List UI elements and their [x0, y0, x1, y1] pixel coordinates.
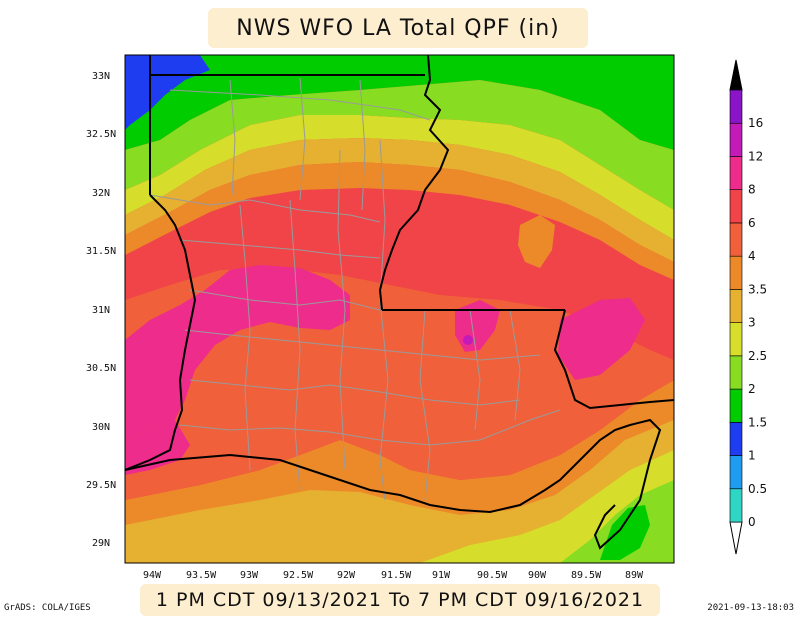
- county-boundaries: [149, 77, 561, 501]
- qpf-field: [125, 55, 674, 563]
- qpf-region-2-2.5: [125, 80, 674, 210]
- legend-label: 0: [748, 515, 756, 529]
- legend-swatch: [729, 388, 743, 423]
- legend-swatch: [729, 289, 743, 323]
- lon-label-92.5: 92.5W: [283, 570, 314, 581]
- legend-arrow-low: [729, 521, 743, 555]
- legend-swatch: [729, 89, 743, 124]
- legend-label: 16: [748, 116, 763, 130]
- lon-label-92: 92W: [337, 570, 356, 581]
- state-boundaries: [125, 55, 674, 550]
- legend-swatch: [729, 255, 743, 290]
- legend-swatch: [729, 222, 743, 257]
- legend-swatch: [729, 189, 743, 224]
- grads-credit: GrADS: COLA/IGES: [4, 603, 91, 613]
- lon-label-93: 93W: [240, 570, 259, 581]
- qpf-region-3.5-4-east: [518, 215, 555, 268]
- legend-label: 3: [748, 316, 756, 330]
- lon-label-90: 90W: [528, 570, 547, 581]
- qpf-region-1-1.5: [125, 55, 210, 130]
- qpf-region-6-8-ms: [558, 298, 645, 380]
- legend-label: 1: [748, 449, 756, 463]
- qpf-region-3-3.5: [125, 138, 674, 262]
- time-band: 1 PM CDT 09/13/2021 To 7 PM CDT 09/16/20…: [140, 584, 660, 616]
- qpf-region-1.5-2: [125, 55, 674, 150]
- lat-label-29.5: 29.5N: [86, 480, 116, 491]
- lat-label-32: 32N: [92, 188, 110, 199]
- lat-label-29: 29N: [92, 538, 110, 549]
- lon-label-94: 94W: [143, 570, 162, 581]
- valid-period: 1 PM CDT 09/13/2021 To 7 PM CDT 09/16/20…: [155, 589, 645, 611]
- legend-swatch: [729, 455, 743, 490]
- legend-label: 0.5: [748, 482, 767, 496]
- latitude-axis: 33N 32.5N 32N 31.5N 31N 30.5N 30N 29.5N …: [86, 71, 116, 549]
- qpf-region-1.5-2-gulf: [600, 505, 650, 560]
- longitude-axis: 94W 93.5W 93W 92.5W 92W 91.5W 91W 90.5W …: [143, 570, 644, 581]
- timestamp: 2021-09-13-18:03: [707, 603, 794, 613]
- map-frame: [124, 54, 675, 564]
- legend-label: 2.5: [748, 349, 767, 363]
- legend-label: 12: [748, 149, 763, 163]
- lon-label-89: 89W: [625, 570, 644, 581]
- qpf-region-2.5-3: [125, 115, 674, 240]
- legend-arrow-high: [729, 59, 743, 91]
- lat-label-32.5: 32.5N: [86, 129, 116, 140]
- legend-label: 8: [748, 183, 756, 197]
- lon-label-93.5: 93.5W: [186, 570, 217, 581]
- legend-swatch: [729, 488, 743, 523]
- legend-swatch: [729, 122, 743, 157]
- lon-label-91: 91W: [432, 570, 451, 581]
- qpf-region-3.5-4: [125, 162, 674, 280]
- lon-label-89.5: 89.5W: [571, 570, 602, 581]
- legend-swatch: [729, 156, 743, 190]
- map-title: NWS WFO LA Total QPF (in): [236, 15, 560, 41]
- lat-label-30.5: 30.5N: [86, 363, 116, 374]
- legend-swatch: [729, 322, 743, 357]
- legend-label: 6: [748, 216, 756, 230]
- legend-label: 1.5: [748, 415, 767, 429]
- lat-label-31: 31N: [92, 305, 110, 316]
- qpf-region-3-3.5-gulf: [125, 420, 674, 563]
- legend-label: 3.5: [748, 282, 767, 296]
- legend-label: 2: [748, 382, 756, 396]
- qpf-region-4-6-core: [125, 268, 674, 500]
- qpf-region-8-12-dot: [463, 335, 473, 345]
- legend-label: 4: [748, 249, 756, 263]
- legend-swatch: [729, 422, 743, 456]
- title-band: NWS WFO LA Total QPF (in): [208, 8, 588, 48]
- lat-label-31.5: 31.5N: [86, 246, 116, 257]
- lon-label-90.5: 90.5W: [477, 570, 508, 581]
- color-legend: 0 0.5 1 1.5 2 2.5 3 3.5 4 6 8 12 16: [729, 59, 767, 555]
- lat-label-30: 30N: [92, 422, 110, 433]
- legend-swatch: [729, 355, 743, 390]
- lon-label-91.5: 91.5W: [381, 570, 412, 581]
- lat-label-33: 33N: [92, 71, 110, 82]
